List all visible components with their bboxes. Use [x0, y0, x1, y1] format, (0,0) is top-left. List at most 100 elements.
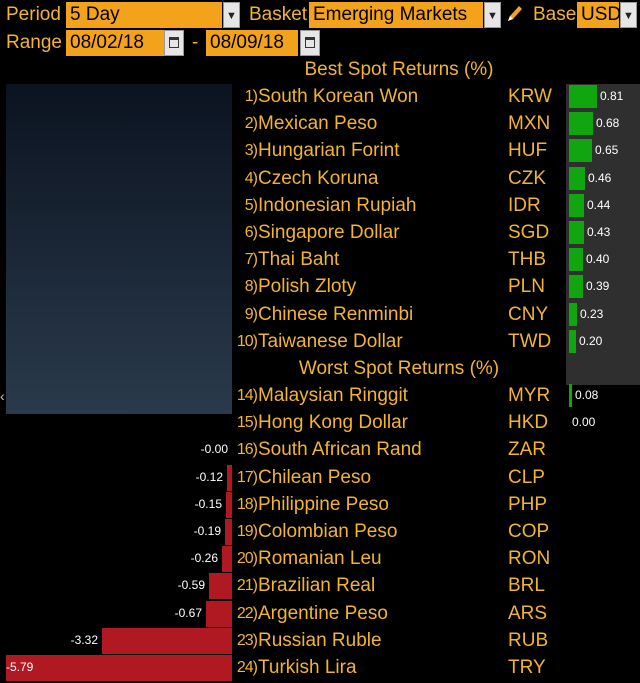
best-row[interactable]: 10) Taiwanese Dollar TWD 0.20	[0, 328, 640, 355]
range-label: Range	[6, 32, 62, 53]
range-separator: -	[192, 32, 199, 53]
worst-row[interactable]: 22) Argentine Peso ARS -0.67	[0, 600, 640, 627]
scroll-left-icon[interactable]: ‹	[0, 388, 5, 404]
currency-code: TWD	[508, 330, 552, 352]
currency-name[interactable]: Hong Kong Dollar	[258, 412, 408, 434]
period-dropdown-arrow-icon[interactable]: ▼	[223, 2, 240, 28]
return-value: 0.39	[586, 279, 610, 294]
positive-return-bar	[569, 166, 585, 190]
return-value: 0.65	[595, 143, 619, 158]
currency-name[interactable]: South African Rand	[258, 439, 422, 461]
currency-code: ZAR	[508, 439, 546, 461]
rank-number: 16)	[236, 441, 258, 459]
worst-row[interactable]: 21) Brazilian Real BRL -0.59	[0, 572, 640, 600]
currency-name[interactable]: Mexican Peso	[258, 113, 378, 135]
currency-name[interactable]: Hungarian Forint	[258, 140, 400, 162]
return-value: -0.00	[200, 442, 228, 457]
currency-name[interactable]: Singapore Dollar	[258, 222, 400, 243]
currency-name[interactable]: Chinese Renminbi	[258, 303, 414, 325]
currency-code: CZK	[508, 167, 546, 189]
worst-row[interactable]: 19) Colombian Peso COP -0.19	[0, 518, 640, 545]
best-returns-title: Best Spot Returns (%)	[304, 59, 494, 80]
best-row[interactable]: 9) Chinese Renminbi CNY 0.23	[0, 301, 640, 328]
negative-return-bar	[206, 600, 232, 627]
worst-row[interactable]: 17) Chilean Peso CLP -0.12	[0, 464, 640, 491]
rank-number: 6)	[244, 224, 258, 241]
rank-number: 24)	[236, 659, 258, 676]
worst-row[interactable]: 14) Malaysian Ringgit MYR 0.08	[0, 382, 640, 409]
currency-name[interactable]: Brazilian Real	[258, 575, 376, 597]
worst-row[interactable]: 23) Russian Ruble RUB -3.32	[0, 627, 640, 654]
rank-number: 8)	[244, 278, 258, 296]
currency-name[interactable]: Chilean Peso	[258, 466, 372, 488]
currency-name[interactable]: Thai Baht	[258, 249, 340, 271]
currency-name[interactable]: Indonesian Rupiah	[258, 194, 417, 216]
base-currency-select[interactable]: USD	[577, 2, 619, 28]
rank-number: 22)	[236, 604, 258, 622]
best-row[interactable]: 2) Mexican Peso MXN 0.68	[0, 110, 640, 137]
basket-select[interactable]: Emerging Markets	[309, 2, 483, 28]
currency-code: MYR	[508, 385, 551, 406]
edit-pencil-icon[interactable]	[505, 4, 523, 24]
currency-code: CNY	[508, 303, 549, 325]
currency-name[interactable]: Philippine Peso	[258, 493, 389, 515]
base-label: Base	[533, 4, 577, 25]
currency-code: HUF	[508, 140, 548, 162]
worst-returns-title: Worst Spot Returns (%)	[298, 358, 500, 379]
rank-number: 14)	[236, 387, 258, 404]
currency-code: PHP	[508, 493, 548, 515]
currency-name[interactable]: Russian Ruble	[258, 629, 382, 651]
range-end-input[interactable]: 08/09/18	[206, 30, 298, 56]
best-row[interactable]: 3) Hungarian Forint HUF 0.65	[0, 137, 640, 164]
best-row[interactable]: 8) Polish Zloty PLN 0.39	[0, 273, 640, 300]
currency-name[interactable]: South Korean Won	[258, 86, 419, 107]
range-end-calendar-icon[interactable]	[300, 30, 320, 56]
range-start-calendar-icon[interactable]	[164, 30, 184, 56]
best-row[interactable]: 6) Singapore Dollar SGD 0.43	[0, 219, 640, 246]
currency-code: CLP	[508, 466, 545, 488]
base-dropdown-arrow-icon[interactable]: ▼	[620, 2, 637, 28]
currency-code: HKD	[508, 412, 549, 434]
positive-return-bar	[569, 221, 584, 244]
best-row[interactable]: 1) South Korean Won KRW 0.81	[0, 83, 640, 110]
best-row[interactable]: 7) Thai Baht THB 0.40	[0, 246, 640, 273]
best-row[interactable]: 4) Czech Koruna CZK 0.46	[0, 165, 640, 192]
best-row[interactable]: 5) Indonesian Rupiah IDR 0.44	[0, 192, 640, 219]
rank-number: 17)	[236, 468, 258, 486]
range-start-input[interactable]: 08/02/18	[66, 30, 164, 56]
spot-returns-panel: ‹ Best Spot Returns (%) 1) South Korean W…	[0, 58, 640, 683]
currency-name[interactable]: Taiwanese Dollar	[258, 330, 403, 352]
worst-row[interactable]: 20) Romanian Leu RON -0.26	[0, 545, 640, 573]
worst-row[interactable]: 16) South African Rand ZAR -0.00	[0, 436, 640, 463]
negative-bar-area	[6, 84, 232, 414]
basket-label: Basket	[249, 4, 308, 25]
return-value: 0.68	[596, 116, 620, 131]
negative-return-bar	[102, 627, 232, 654]
return-value: -5.79	[6, 660, 34, 674]
currency-name[interactable]: Romanian Leu	[258, 548, 382, 570]
currency-name[interactable]: Turkish Lira	[258, 657, 357, 678]
basket-dropdown-arrow-icon[interactable]: ▼	[484, 2, 501, 28]
currency-name[interactable]: Czech Koruna	[258, 167, 379, 189]
currency-code: TRY	[508, 657, 546, 678]
currency-name[interactable]: Colombian Peso	[258, 521, 398, 542]
rank-number: 9)	[244, 305, 258, 323]
currency-name[interactable]: Argentine Peso	[258, 602, 388, 624]
negative-return-bar	[222, 546, 232, 573]
positive-return-bar	[569, 384, 572, 407]
worst-row[interactable]: 24) Turkish Lira TRY -5.79	[0, 654, 640, 681]
worst-row[interactable]: 18) Philippine Peso PHP -0.15	[0, 491, 640, 518]
negative-return-bar	[209, 573, 232, 600]
currency-code: BRL	[508, 575, 545, 597]
currency-name[interactable]: Polish Zloty	[258, 276, 357, 298]
return-value: -0.67	[174, 605, 202, 620]
return-value: -0.59	[177, 578, 205, 593]
currency-name[interactable]: Malaysian Ringgit	[258, 385, 408, 406]
rank-number: 2)	[244, 115, 258, 133]
rank-number: 20)	[236, 550, 258, 568]
return-value: -0.15	[194, 496, 222, 511]
currency-code: RUB	[508, 629, 549, 651]
period-select[interactable]: 5 Day	[66, 2, 222, 28]
currency-code: COP	[508, 521, 550, 542]
worst-row[interactable]: 15) Hong Kong Dollar HKD 0.00	[0, 409, 640, 436]
